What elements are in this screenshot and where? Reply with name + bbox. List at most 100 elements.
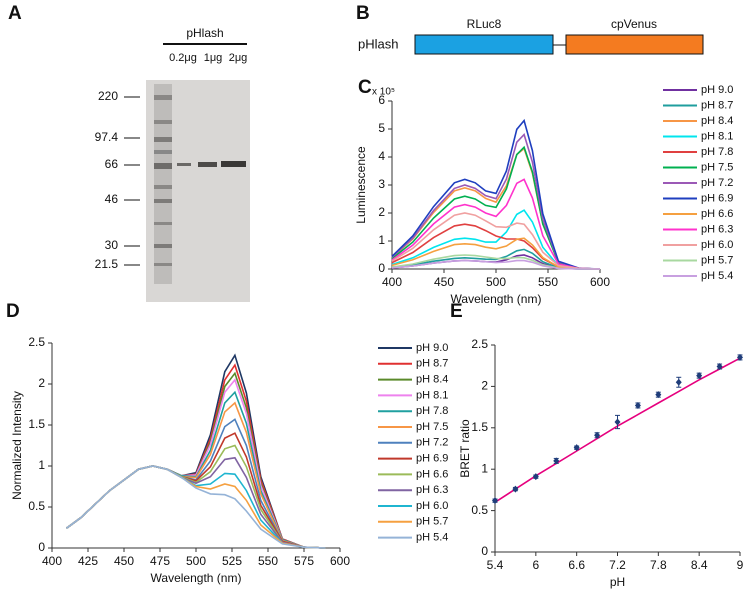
domain-box (565, 34, 704, 55)
legend-label: pH 6.9 (416, 453, 448, 465)
legend-label: pH 5.7 (701, 254, 733, 266)
legend-label: pH 8.7 (416, 358, 448, 370)
domain-label: cpVenus (611, 17, 657, 31)
legend-label: pH 5.4 (701, 270, 733, 282)
y-tick-label: 5 (378, 121, 385, 135)
y-tick-label: 2 (38, 376, 45, 390)
legend-label: pH 5.7 (416, 516, 448, 528)
x-tick-label: 6 (532, 558, 539, 572)
data-point (573, 444, 580, 452)
legend-label: pH 6.3 (701, 223, 733, 235)
x-tick-label: 525 (222, 554, 242, 568)
spectrum-line (391, 147, 601, 270)
spectrum-line (65, 378, 326, 549)
y-tick-label: 0 (378, 261, 385, 275)
x-tick-label: 6.6 (568, 558, 585, 572)
x-tick-label: 550 (258, 554, 278, 568)
spectrum-line (65, 363, 326, 549)
legend-label: pH 8.4 (416, 374, 448, 386)
legend-label: pH 8.1 (416, 389, 448, 401)
x-tick-label: 7.8 (650, 558, 667, 572)
legend-label: pH 6.6 (701, 208, 733, 220)
y-tick-label: 3 (378, 177, 385, 191)
legend-label: pH 6.3 (416, 484, 448, 496)
x-axis-title: Wavelength (nm) (451, 292, 542, 306)
data-point (532, 473, 539, 481)
spectrum-line (65, 444, 326, 549)
y-tick-label: 0.5 (28, 499, 45, 513)
y-tick-label: 2.5 (28, 335, 45, 349)
x-tick-label: 425 (78, 554, 98, 568)
data-point (696, 372, 703, 380)
spectrum-line (391, 237, 601, 270)
data-point (614, 418, 621, 426)
x-tick-label: 550 (538, 275, 558, 289)
lane-label: 0.2μg (169, 52, 197, 64)
y-tick-label: 0 (481, 544, 488, 558)
domain-box (414, 34, 554, 55)
spectrum-line (65, 390, 326, 549)
spectrum-line (65, 465, 326, 549)
legend-label: pH 7.8 (701, 146, 733, 158)
y-tick-label: 1 (38, 458, 45, 472)
x-tick-label: 600 (590, 275, 610, 289)
legend-label: pH 7.2 (416, 437, 448, 449)
legend-label: pH 6.0 (416, 500, 448, 512)
lane-label: 1μg (204, 52, 223, 64)
legend-label: pH 7.5 (416, 421, 448, 433)
x-axis-title: Wavelength (nm) (151, 571, 242, 585)
y-axis-title: Luminescence (354, 146, 368, 224)
spectrum-line (65, 432, 326, 549)
spectrum-line (391, 259, 600, 270)
legend-label: pH 7.5 (701, 161, 733, 173)
x-tick-label: 575 (294, 554, 314, 568)
x-tick-label: 475 (150, 554, 170, 568)
panel-label: A (8, 3, 22, 24)
data-point (553, 457, 560, 465)
marker-label: 97.4 (95, 130, 119, 144)
legend-label: pH 7.8 (416, 405, 448, 417)
data-point (716, 363, 723, 371)
fit-line (494, 357, 741, 503)
spectrum-line (65, 371, 326, 549)
y-tick-label: 2 (481, 379, 488, 393)
data-point (512, 485, 519, 493)
x-tick-label: 450 (114, 554, 134, 568)
panel-label: E (450, 301, 463, 322)
y-tick-label: 0 (38, 540, 45, 554)
data-point (594, 431, 601, 439)
x-tick-label: 400 (42, 554, 62, 568)
gel-title: pHlash (186, 26, 223, 40)
gel-image (146, 80, 250, 302)
y-tick-label: 1.5 (28, 417, 45, 431)
y-tick-label: 1 (481, 461, 488, 475)
legend-label: pH 9.0 (416, 342, 448, 354)
x-tick-label: 500 (186, 554, 206, 568)
x-tick-label: 500 (486, 275, 506, 289)
legend-label: pH 8.1 (701, 130, 733, 142)
y-tick-label: 4 (378, 149, 385, 163)
marker-label: 220 (98, 89, 118, 103)
legend-label: pH 9.0 (701, 84, 733, 96)
y-tick-label: 2.5 (471, 337, 488, 351)
y-tick-label: 6 (378, 93, 385, 107)
x-tick-label: 400 (382, 275, 402, 289)
y-tick-label: 0.5 (471, 503, 488, 517)
spectrum-line (65, 353, 326, 549)
x-tick-label: 450 (434, 275, 454, 289)
spectrum-line (391, 133, 601, 270)
data-point (737, 353, 743, 361)
panel-label: D (6, 301, 20, 322)
data-point (675, 378, 682, 386)
legend-label: pH 7.2 (701, 177, 733, 189)
legend-label: pH 6.0 (701, 239, 733, 251)
x-tick-label: 600 (330, 554, 350, 568)
spectrum-line (391, 212, 601, 270)
legend-label: pH 6.9 (701, 192, 733, 204)
data-point (655, 391, 662, 399)
x-tick-label: 7.2 (609, 558, 626, 572)
y-axis-title: BRET ratio (458, 419, 472, 478)
panel-label: C (358, 77, 372, 98)
y-tick-label: 2 (378, 205, 385, 219)
